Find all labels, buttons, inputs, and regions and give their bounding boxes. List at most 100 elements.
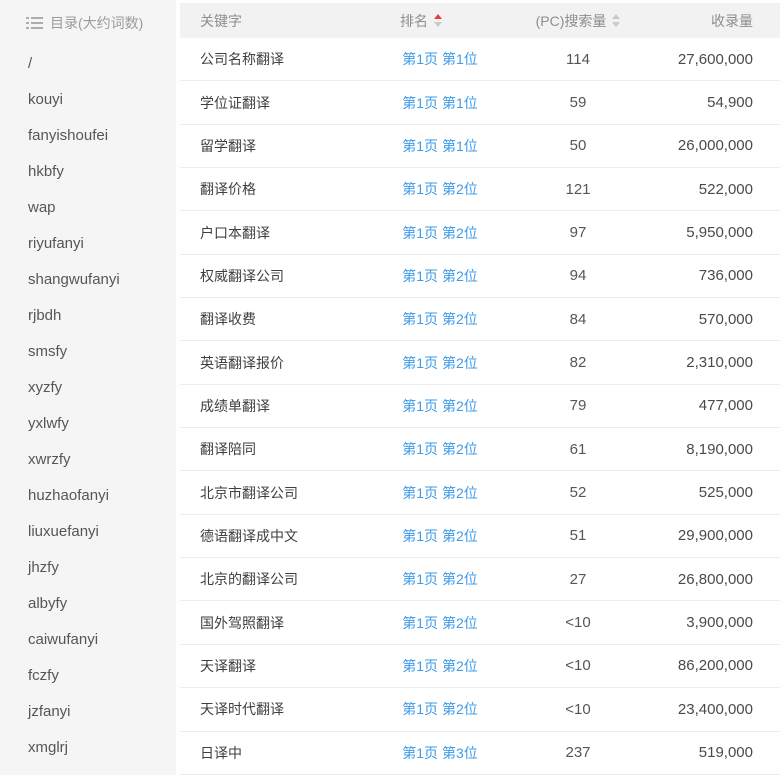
rank-link[interactable]: 第1页 第2位 <box>402 354 478 371</box>
rank-link[interactable]: 第1页 第2位 <box>402 571 478 588</box>
sidebar-item-15[interactable]: albyfy <box>28 594 68 612</box>
sidebar-item-11[interactable]: xwrzfy <box>28 450 71 468</box>
search-volume-cell: 52 <box>569 484 587 502</box>
sidebar-item-0[interactable]: / <box>28 54 33 72</box>
table-row: 翻译收费 第1页 第2位 84 570,000 <box>180 298 780 342</box>
sort-up-icon <box>612 14 621 19</box>
rank-link[interactable]: 第1页 第2位 <box>402 614 478 631</box>
rank-link[interactable]: 第1页 第2位 <box>402 224 478 241</box>
keyword-cell: 权威翻译公司 <box>200 267 284 284</box>
keyword-cell: 公司名称翻译 <box>200 51 284 68</box>
search-volume-cell: <10 <box>565 614 591 632</box>
table-row: 学位证翻译 第1页 第1位 59 54,900 <box>180 81 780 125</box>
table-row: 德语翻译成中文 第1页 第2位 51 29,900,000 <box>180 514 780 559</box>
table-row: 英语翻译报价 第1页 第2位 82 2,310,000 <box>180 341 780 385</box>
search-volume-cell: 97 <box>569 224 587 242</box>
rank-link[interactable]: 第1页 第1位 <box>402 94 478 111</box>
search-volume-cell: 61 <box>569 440 587 458</box>
table-row: 北京市翻译公司 第1页 第2位 52 525,000 <box>180 471 780 515</box>
keyword-cell: 户口本翻译 <box>200 224 270 241</box>
sidebar-item-5[interactable]: riyufanyi <box>28 234 84 252</box>
keyword-cell: 翻译价格 <box>200 181 256 198</box>
keyword-cell: 北京的翻译公司 <box>200 571 298 588</box>
search-volume-cell: 237 <box>565 744 591 762</box>
sidebar-item-7[interactable]: rjbdh <box>28 306 62 324</box>
sidebar-item-18[interactable]: jzfanyi <box>28 702 71 720</box>
sidebar-item-13[interactable]: liuxuefanyi <box>28 522 99 540</box>
index-volume-cell: 519,000 <box>698 744 753 762</box>
table-row: 翻译陪同 第1页 第2位 61 8,190,000 <box>180 428 780 472</box>
sidebar-item-16[interactable]: caiwufanyi <box>28 630 99 648</box>
sidebar-item-17[interactable]: fczfy <box>28 666 59 684</box>
keyword-table: 关键字 排名 (PC)搜索量 收录量 公司名称翻译 第1页 第1位 <box>180 0 780 775</box>
sidebar-item-1[interactable]: kouyi <box>28 90 64 108</box>
sidebar-item-8[interactable]: smsfy <box>28 342 68 360</box>
rank-link[interactable]: 第1页 第2位 <box>402 181 478 198</box>
table-row: 天译时代翻译 第1页 第2位 <10 23,400,000 <box>180 688 780 732</box>
keyword-cell: 英语翻译报价 <box>200 354 284 371</box>
search-volume-cell: 79 <box>569 397 587 415</box>
sidebar-title: 目录(大约词数) <box>50 14 144 31</box>
sidebar-item-12[interactable]: huzhaofanyi <box>28 486 109 504</box>
search-volume-cell: 84 <box>569 310 587 328</box>
keyword-cell: 国外驾照翻译 <box>200 614 284 631</box>
sidebar-item-2[interactable]: fanyishoufei <box>28 126 109 144</box>
table-row: 北京的翻译公司 第1页 第2位 27 26,800,000 <box>180 558 780 602</box>
search-volume-cell: 94 <box>569 267 587 285</box>
rank-link[interactable]: 第1页 第2位 <box>402 657 478 674</box>
table-header-row: 关键字 排名 (PC)搜索量 收录量 <box>180 3 780 38</box>
index-volume-cell: 26,800,000 <box>677 570 753 588</box>
keyword-cell: 翻译收费 <box>200 311 256 328</box>
sidebar-item-3[interactable]: hkbfy <box>28 162 64 180</box>
column-header-volume: 收录量 <box>711 12 753 29</box>
table-row: 翻译价格 第1页 第2位 121 522,000 <box>180 168 780 212</box>
rank-link[interactable]: 第1页 第2位 <box>402 527 478 544</box>
rank-link[interactable]: 第1页 第2位 <box>402 441 478 458</box>
table-row: 公司名称翻译 第1页 第1位 114 27,600,000 <box>180 38 780 82</box>
column-header-rank[interactable]: 排名 <box>380 11 500 31</box>
index-volume-cell: 5,950,000 <box>686 224 753 242</box>
rank-link[interactable]: 第1页 第2位 <box>402 397 478 414</box>
search-volume-cell: 59 <box>569 94 587 112</box>
index-volume-cell: 29,900,000 <box>677 527 753 545</box>
keyword-cell: 学位证翻译 <box>200 94 270 111</box>
index-volume-cell: 26,000,000 <box>677 137 753 155</box>
rank-link[interactable]: 第1页 第2位 <box>402 484 478 501</box>
index-volume-cell: 477,000 <box>698 397 753 415</box>
rank-link[interactable]: 第1页 第1位 <box>402 51 478 68</box>
column-header-search[interactable]: (PC)搜索量 <box>500 11 656 31</box>
search-volume-cell: 50 <box>569 137 587 155</box>
sidebar-item-4[interactable]: wap <box>28 198 56 216</box>
directory-list: / kouyi fanyishoufei hkbfy wap riyufanyi… <box>0 45 176 765</box>
rank-link[interactable]: 第1页 第2位 <box>402 701 478 718</box>
rank-link[interactable]: 第1页 第3位 <box>402 744 478 761</box>
sidebar-item-9[interactable]: xyzfy <box>28 378 63 396</box>
sidebar-item-6[interactable]: shangwufanyi <box>28 270 120 288</box>
sort-arrows-icon-search[interactable] <box>612 14 621 27</box>
rank-link[interactable]: 第1页 第2位 <box>402 311 478 328</box>
sidebar-item-14[interactable]: jhzfy <box>28 558 59 576</box>
keyword-cell: 成绩单翻译 <box>200 397 270 414</box>
keyword-cell: 日译中 <box>200 744 242 761</box>
sidebar-item-10[interactable]: yxlwfy <box>28 414 69 432</box>
sort-arrows-icon-rank[interactable] <box>434 14 442 27</box>
column-header-keyword: 关键字 <box>200 12 242 29</box>
table-row: 留学翻译 第1页 第1位 50 26,000,000 <box>180 124 780 169</box>
keyword-cell: 天译时代翻译 <box>200 701 284 718</box>
index-volume-cell: 522,000 <box>698 180 753 198</box>
search-volume-cell: <10 <box>565 657 591 675</box>
search-volume-cell: 27 <box>569 570 587 588</box>
index-volume-cell: 27,600,000 <box>677 50 753 68</box>
column-header-rank-label: 排名 <box>400 12 428 29</box>
sort-up-icon <box>434 14 442 19</box>
search-volume-cell: 121 <box>565 180 591 198</box>
sidebar-item-19[interactable]: xmglrj <box>28 738 68 756</box>
rank-link[interactable]: 第1页 第2位 <box>402 267 478 284</box>
table-row: 成绩单翻译 第1页 第2位 79 477,000 <box>180 384 780 429</box>
keyword-cell: 天译翻译 <box>200 657 256 674</box>
sidebar: 目录(大约词数) / kouyi fanyishoufei hkbfy wap … <box>0 0 176 775</box>
rank-link[interactable]: 第1页 第1位 <box>402 137 478 154</box>
index-volume-cell: 3,900,000 <box>686 614 753 632</box>
search-volume-cell: 114 <box>566 50 590 68</box>
table-row: 权威翻译公司 第1页 第2位 94 736,000 <box>180 254 780 299</box>
